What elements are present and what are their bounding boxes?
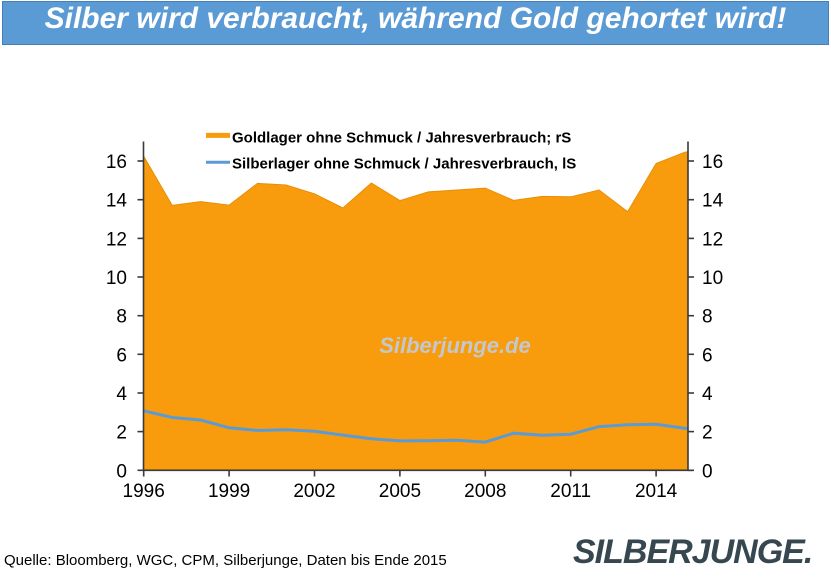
svg-text:8: 8: [702, 307, 713, 328]
svg-text:16: 16: [106, 152, 127, 173]
svg-text:6: 6: [116, 345, 127, 366]
svg-text:2005: 2005: [379, 481, 421, 502]
svg-text:10: 10: [702, 268, 723, 289]
svg-text:16: 16: [702, 152, 723, 173]
svg-text:14: 14: [106, 191, 128, 212]
svg-text:10: 10: [106, 268, 127, 289]
svg-text:2002: 2002: [293, 481, 335, 502]
svg-text:2014: 2014: [635, 481, 678, 502]
svg-text:Silberlager ohne Schmuck / Jah: Silberlager ohne Schmuck / Jahresverbrau…: [232, 156, 576, 173]
svg-text:Silberjunge.de: Silberjunge.de: [379, 333, 531, 358]
svg-text:1996: 1996: [123, 481, 165, 502]
svg-text:4: 4: [702, 384, 713, 405]
svg-text:14: 14: [702, 191, 724, 212]
svg-text:2: 2: [702, 423, 713, 444]
svg-text:2008: 2008: [464, 481, 506, 502]
svg-text:4: 4: [116, 384, 127, 405]
svg-text:6: 6: [702, 345, 713, 366]
svg-text:0: 0: [116, 461, 127, 482]
svg-text:8: 8: [116, 307, 127, 328]
svg-text:0: 0: [702, 461, 713, 482]
svg-text:2: 2: [116, 423, 127, 444]
svg-text:12: 12: [702, 229, 723, 250]
svg-text:2011: 2011: [550, 481, 591, 502]
svg-text:1999: 1999: [208, 481, 250, 502]
svg-text:12: 12: [106, 229, 127, 250]
svg-text:Goldlager ohne Schmuck / Jahre: Goldlager ohne Schmuck / Jahresverbrauch…: [232, 130, 571, 147]
